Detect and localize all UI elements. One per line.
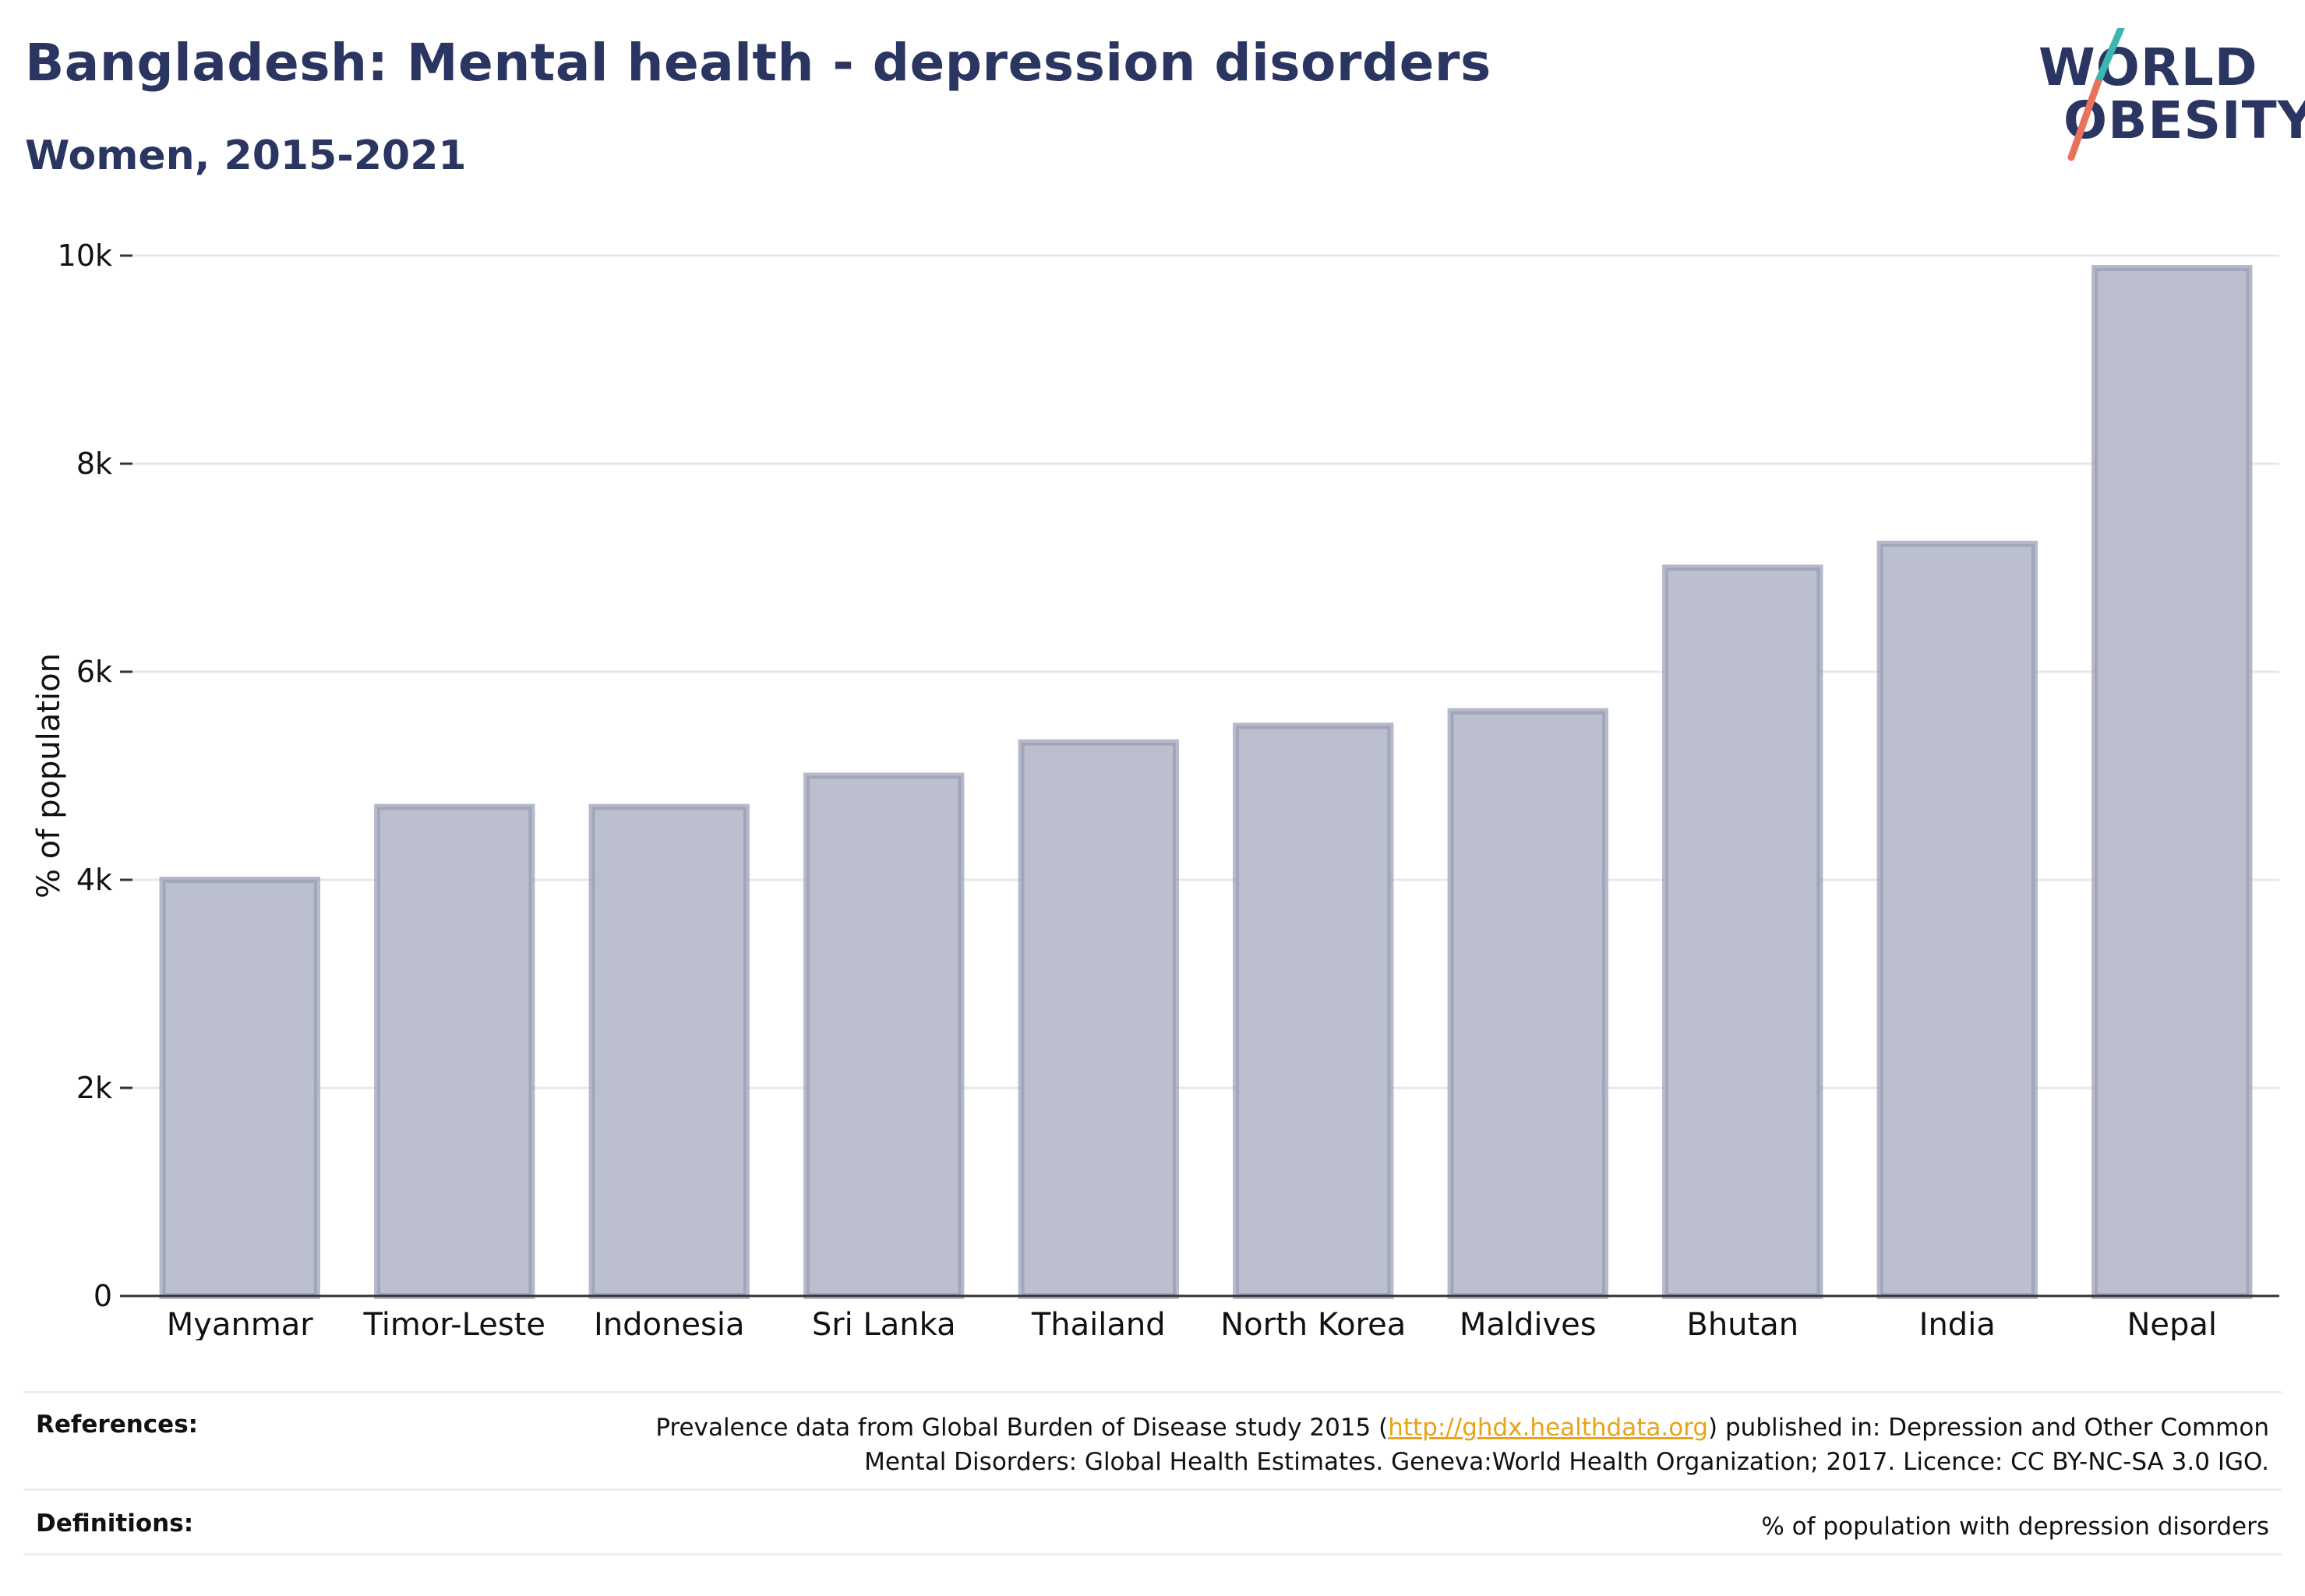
references-link[interactable]: http://ghdx.healthdata.org bbox=[1388, 1414, 1709, 1442]
bars bbox=[159, 265, 2253, 1300]
footer-divider-bottom bbox=[23, 1553, 2282, 1555]
references-text-after: ) published in: Depression and Other Com… bbox=[1708, 1414, 2269, 1442]
x-tick-label: Indonesia bbox=[594, 1307, 744, 1340]
x-tick-label: North Korea bbox=[1220, 1307, 1406, 1340]
bar[interactable] bbox=[159, 877, 320, 1299]
bar[interactable] bbox=[2091, 265, 2253, 1299]
x-tick-labels: Myanmar Timor-Leste Indonesia Sri Lanka Thai… bbox=[167, 1307, 2217, 1340]
x-tick-label: Thailand bbox=[1031, 1307, 1166, 1340]
definitions-label: Definitions: bbox=[36, 1509, 194, 1538]
footer-divider-middle bbox=[23, 1488, 2282, 1491]
y-tick-label: 4k bbox=[76, 863, 112, 897]
axes bbox=[120, 254, 2279, 1298]
page-subtitle: Women, 2015-2021 bbox=[25, 132, 467, 179]
x-tick-label: Myanmar bbox=[167, 1307, 314, 1340]
world-obesity-logo: WORLD OBESITY bbox=[2026, 28, 2305, 168]
bar[interactable] bbox=[588, 803, 750, 1299]
x-tick-label: Maldives bbox=[1460, 1307, 1597, 1340]
x-tick-label: India bbox=[1919, 1307, 1996, 1340]
bar[interactable] bbox=[803, 772, 965, 1299]
y-tick-label: 8k bbox=[76, 447, 112, 481]
references-label: References: bbox=[36, 1411, 199, 1439]
x-tick-label: Sri Lanka bbox=[812, 1307, 956, 1340]
y-tick-label: 2k bbox=[76, 1071, 112, 1105]
definitions-row: Definitions: % of population with depres… bbox=[36, 1509, 2269, 1544]
bar[interactable] bbox=[1233, 722, 1394, 1299]
references-text: Prevalence data from Global Burden of Di… bbox=[655, 1411, 2269, 1479]
bar[interactable] bbox=[1018, 739, 1179, 1299]
y-tick-label: 10k bbox=[58, 238, 112, 273]
x-tick-label: Timor-Leste bbox=[363, 1307, 545, 1340]
page-title: Bangladesh: Mental health - depression d… bbox=[25, 33, 1491, 93]
definitions-text: % of population with depression disorder… bbox=[1761, 1513, 2269, 1541]
x-tick-label: Bhutan bbox=[1686, 1307, 1798, 1340]
references-text-before: Prevalence data from Global Burden of Di… bbox=[655, 1414, 1389, 1442]
logo-slash-icon bbox=[2067, 28, 2125, 161]
bar[interactable] bbox=[1662, 564, 1823, 1299]
references-row: References: Prevalence data from Global … bbox=[36, 1411, 2269, 1479]
y-tick-label: 6k bbox=[76, 655, 112, 689]
x-tick-label: Nepal bbox=[2127, 1307, 2217, 1340]
y-axis-label: % of population bbox=[31, 653, 67, 899]
footer-divider-top bbox=[23, 1391, 2282, 1393]
bar-chart: 0 2k 4k 6k 8k 10k Myanmar Timor-Leste Indonesia… bbox=[31, 238, 2279, 1340]
references-text-line2: Mental Disorders: Global Health Estimate… bbox=[864, 1448, 2269, 1476]
logo-word-obesity: OBESITY bbox=[2063, 90, 2305, 150]
y-tick-labels: 0 2k 4k 6k 8k 10k bbox=[58, 238, 112, 1313]
logo-word-world: WORLD bbox=[2038, 37, 2258, 97]
bar[interactable] bbox=[1876, 540, 2038, 1300]
bar[interactable] bbox=[1447, 708, 1608, 1299]
y-tick-label: 0 bbox=[94, 1279, 112, 1313]
bar[interactable] bbox=[374, 803, 535, 1299]
